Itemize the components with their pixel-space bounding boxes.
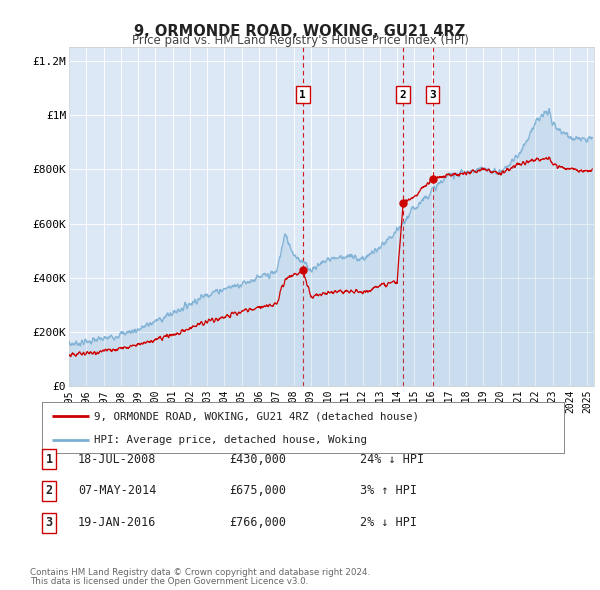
Text: 18-JUL-2008: 18-JUL-2008: [78, 453, 156, 466]
Text: Contains HM Land Registry data © Crown copyright and database right 2024.: Contains HM Land Registry data © Crown c…: [30, 568, 370, 577]
Text: £766,000: £766,000: [229, 516, 287, 529]
Text: 2: 2: [46, 484, 53, 497]
Text: Price paid vs. HM Land Registry's House Price Index (HPI): Price paid vs. HM Land Registry's House …: [131, 34, 469, 47]
Text: 3% ↑ HPI: 3% ↑ HPI: [360, 484, 417, 497]
Text: 2: 2: [400, 90, 407, 100]
Text: 9, ORMONDE ROAD, WOKING, GU21 4RZ (detached house): 9, ORMONDE ROAD, WOKING, GU21 4RZ (detac…: [94, 411, 419, 421]
Text: HPI: Average price, detached house, Woking: HPI: Average price, detached house, Woki…: [94, 435, 367, 445]
Text: 1: 1: [46, 453, 53, 466]
Text: This data is licensed under the Open Government Licence v3.0.: This data is licensed under the Open Gov…: [30, 577, 308, 586]
Text: 24% ↓ HPI: 24% ↓ HPI: [360, 453, 424, 466]
Text: 19-JAN-2016: 19-JAN-2016: [78, 516, 156, 529]
Text: 1: 1: [299, 90, 306, 100]
Text: £430,000: £430,000: [229, 453, 287, 466]
Text: 2% ↓ HPI: 2% ↓ HPI: [360, 516, 417, 529]
Text: 9, ORMONDE ROAD, WOKING, GU21 4RZ: 9, ORMONDE ROAD, WOKING, GU21 4RZ: [134, 24, 466, 38]
Text: 3: 3: [46, 516, 53, 529]
Text: 07-MAY-2014: 07-MAY-2014: [78, 484, 156, 497]
Text: 3: 3: [429, 90, 436, 100]
Text: £675,000: £675,000: [229, 484, 287, 497]
